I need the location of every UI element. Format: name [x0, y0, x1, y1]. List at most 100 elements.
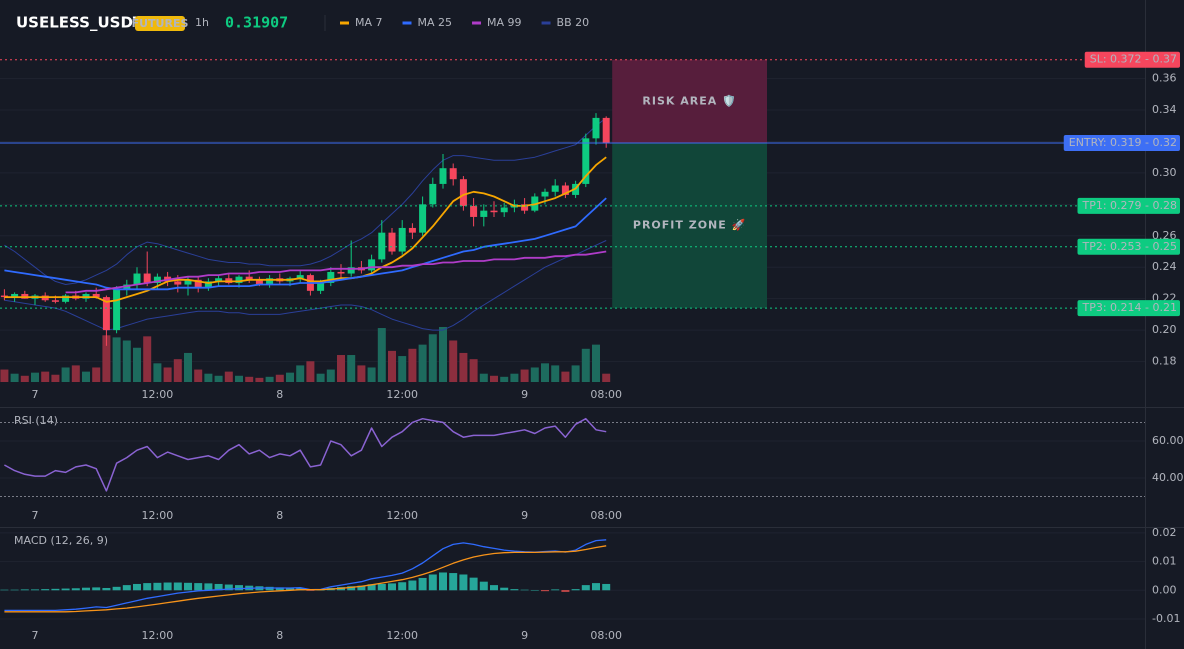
- y-tick-label: 0.02: [1152, 526, 1177, 539]
- volume-bar: [194, 369, 203, 382]
- volume-bar: [173, 359, 182, 382]
- volume-bar: [265, 376, 274, 382]
- volume-bar: [92, 367, 101, 382]
- candle-body: [204, 281, 212, 288]
- histogram-bar: [306, 590, 315, 591]
- candle-body: [429, 183, 437, 205]
- volume-bar: [306, 361, 315, 382]
- volume-bar: [469, 359, 478, 382]
- volume-bar: [592, 344, 600, 382]
- last-price: 0.31907: [225, 14, 288, 32]
- level-label: ENTRY: 0.319 - 0.32: [1069, 136, 1177, 149]
- zone: [612, 143, 767, 309]
- volume-bar: [602, 373, 611, 382]
- volume-bar: [153, 363, 162, 382]
- y-tick-label: 0.36: [1152, 72, 1177, 85]
- y-tick-label: 0.01: [1152, 555, 1177, 568]
- legend-label: BB 20: [557, 16, 590, 29]
- volume-bar: [255, 377, 264, 382]
- volume-bar: [551, 365, 560, 382]
- interval: 1h: [195, 16, 209, 29]
- level-box: [1077, 300, 1180, 317]
- volume-bar: [510, 373, 519, 382]
- macd-line: [4, 539, 607, 612]
- pane-title: RSI (14): [14, 414, 58, 427]
- badge-bg: [135, 16, 185, 31]
- zone-label: RISK AREA 🛡️: [642, 94, 736, 107]
- histogram-bar: [214, 583, 223, 591]
- candle-body: [347, 267, 355, 274]
- rsi-line: [4, 417, 607, 492]
- histogram-bar: [122, 585, 131, 591]
- histogram-bar: [153, 582, 162, 591]
- level-box: [1063, 135, 1180, 152]
- histogram-bar: [428, 574, 437, 591]
- histogram-bar: [347, 586, 356, 591]
- x-tick-label: 12:00: [386, 509, 418, 522]
- candle-body: [113, 289, 121, 331]
- volume-bar: [122, 340, 131, 382]
- volume-bar: [31, 372, 39, 382]
- histogram-bar: [357, 585, 366, 591]
- histogram-bar: [449, 573, 458, 591]
- volume-bar: [184, 352, 192, 382]
- candle-body: [551, 185, 559, 192]
- candle-body: [419, 204, 427, 233]
- candle-body: [62, 295, 70, 302]
- candle-body: [500, 207, 508, 213]
- candle-body: [602, 117, 610, 143]
- candle-body: [51, 300, 59, 302]
- y-tick-label: -0.01: [1152, 612, 1180, 625]
- y-tick-label: 0.20: [1152, 323, 1177, 336]
- candle-body: [439, 168, 447, 184]
- legend-label: MA 25: [418, 16, 453, 29]
- volume-bar: [428, 334, 437, 382]
- histogram-bar: [592, 583, 600, 591]
- histogram-bar: [173, 582, 182, 591]
- volume-bar: [571, 365, 580, 382]
- candle-body: [521, 204, 529, 211]
- histogram-bar: [112, 586, 121, 591]
- histogram-bar: [490, 585, 498, 591]
- volume-bar: [51, 374, 60, 382]
- moving-average: [4, 197, 607, 291]
- histogram-bar: [92, 587, 101, 591]
- volume-bar: [500, 376, 509, 382]
- histogram-bar: [20, 589, 29, 591]
- volume-bar: [479, 373, 488, 382]
- y-tick-label: 60.00: [1152, 434, 1184, 447]
- candle-body: [133, 273, 141, 285]
- x-tick-label: 7: [32, 629, 39, 642]
- candle-body: [194, 279, 202, 288]
- x-tick-label: 08:00: [590, 509, 622, 522]
- volume-bar: [347, 355, 356, 382]
- candle-body: [184, 279, 192, 285]
- pane-title: MACD (12, 26, 9): [14, 534, 108, 547]
- x-tick-label: 7: [32, 388, 39, 401]
- candle-body: [541, 191, 549, 197]
- x-tick-label: 12:00: [142, 509, 174, 522]
- candle-body: [480, 210, 488, 217]
- x-tick-label: 9: [521, 509, 528, 522]
- candle-body: [470, 205, 478, 217]
- volume-bar: [377, 328, 386, 382]
- volume-bar: [71, 365, 80, 382]
- volume-bar: [214, 375, 223, 382]
- x-tick-label: 9: [521, 629, 528, 642]
- volume-bar: [224, 371, 233, 382]
- level-box: [1077, 197, 1180, 214]
- bb-upper: [4, 117, 607, 285]
- y-tick-label: 40.00: [1152, 471, 1184, 484]
- histogram-bar: [479, 581, 488, 591]
- volume-bar: [133, 347, 141, 382]
- volume-bar: [204, 373, 213, 382]
- histogram-bar: [520, 589, 529, 591]
- histogram-bar: [541, 590, 549, 592]
- volume-bar: [408, 348, 417, 382]
- zone: [612, 59, 767, 144]
- histogram-bar: [235, 585, 243, 591]
- histogram-bar: [0, 589, 9, 591]
- volume-bar: [296, 365, 305, 382]
- volume-bar: [10, 373, 19, 382]
